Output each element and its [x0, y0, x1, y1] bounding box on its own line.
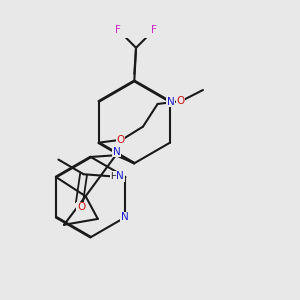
- Text: N: N: [121, 212, 129, 222]
- Text: F: F: [151, 25, 157, 35]
- Text: N: N: [167, 97, 175, 106]
- Text: N: N: [112, 147, 120, 157]
- Text: O: O: [77, 202, 85, 212]
- Text: H: H: [111, 172, 117, 181]
- Text: O: O: [116, 135, 124, 145]
- Text: F: F: [115, 25, 121, 35]
- Text: O: O: [176, 96, 184, 106]
- Text: N: N: [116, 171, 124, 181]
